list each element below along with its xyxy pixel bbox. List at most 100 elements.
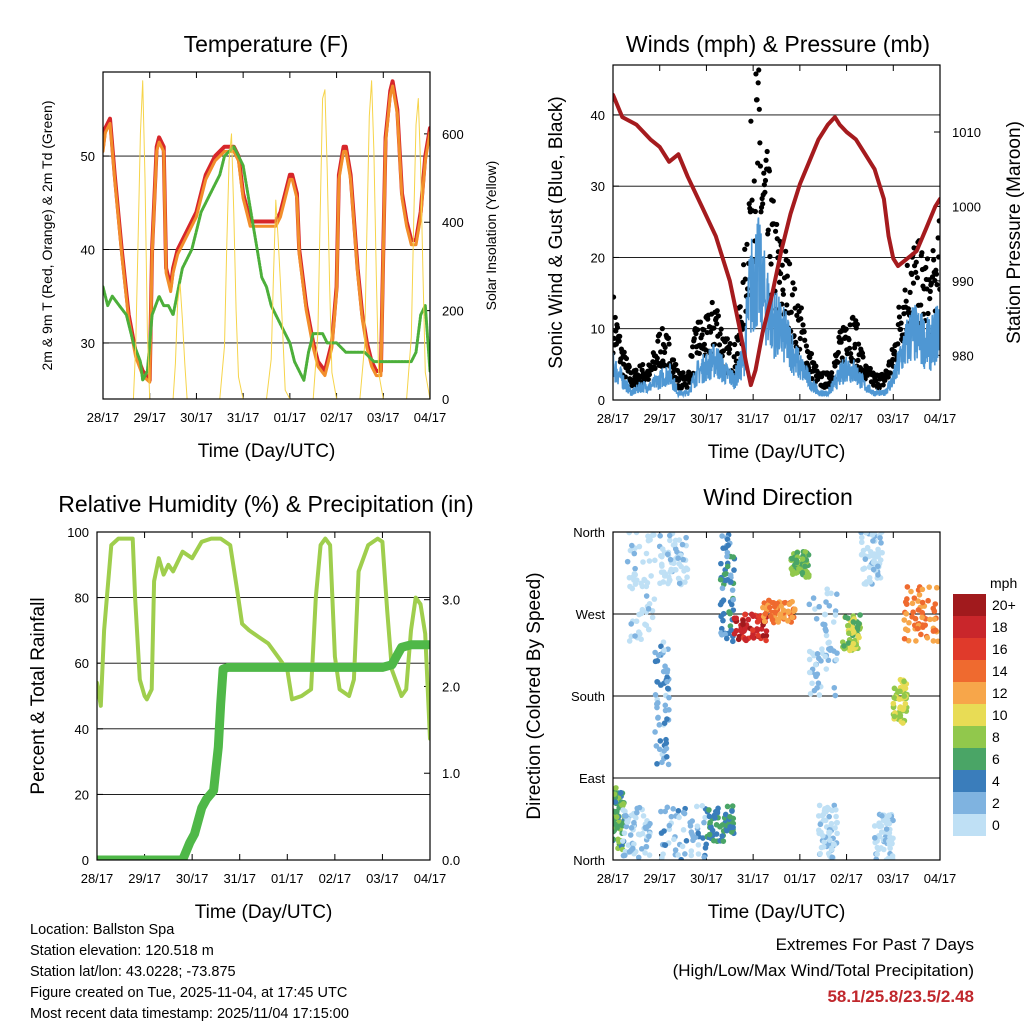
direction-point bbox=[619, 838, 626, 844]
direction-point bbox=[675, 808, 682, 814]
gust-point bbox=[902, 287, 908, 293]
direction-point bbox=[903, 610, 910, 617]
direction-point bbox=[755, 632, 762, 639]
legend-swatch bbox=[953, 660, 986, 682]
direction-point bbox=[854, 624, 861, 631]
direction-point bbox=[651, 596, 658, 602]
direction-point bbox=[628, 825, 635, 831]
xtick-label: 28/17 bbox=[87, 410, 120, 425]
direction-point bbox=[815, 655, 822, 662]
ytick-label: 0 bbox=[598, 393, 605, 408]
direction-point bbox=[661, 842, 668, 848]
direction-point bbox=[834, 819, 840, 826]
legend-label: 20+ bbox=[992, 597, 1016, 613]
gust-point bbox=[714, 321, 720, 327]
legend-swatch bbox=[953, 682, 986, 704]
gust-point bbox=[909, 271, 915, 277]
direction-point bbox=[631, 819, 637, 826]
gust-point bbox=[926, 277, 932, 283]
direction-point bbox=[667, 537, 673, 544]
direction-point bbox=[676, 537, 683, 543]
direction-point bbox=[627, 832, 634, 838]
direction-point bbox=[717, 824, 723, 830]
direction-point bbox=[876, 832, 882, 839]
direction-point bbox=[720, 838, 727, 844]
gust-point bbox=[655, 338, 661, 344]
direction-point bbox=[813, 615, 820, 622]
direction-point bbox=[870, 566, 877, 573]
wind_direction-data bbox=[613, 532, 940, 860]
direction-point bbox=[874, 851, 880, 857]
direction-point bbox=[857, 612, 863, 618]
xtick-label: 01/17 bbox=[271, 871, 304, 886]
direction-point bbox=[675, 555, 681, 562]
direction-point bbox=[688, 848, 695, 854]
9m-t-line bbox=[103, 84, 430, 384]
gust-point bbox=[937, 286, 940, 292]
direction-point bbox=[886, 820, 893, 827]
gust-point bbox=[756, 106, 762, 112]
legend-swatch bbox=[953, 792, 986, 814]
direction-point bbox=[833, 806, 839, 813]
direction-point bbox=[812, 606, 818, 612]
direction-point bbox=[901, 635, 908, 642]
ytick-label: 20 bbox=[591, 250, 605, 265]
direction-point bbox=[614, 814, 620, 820]
direction-point bbox=[652, 557, 658, 564]
direction-point bbox=[927, 616, 933, 623]
direction-point bbox=[643, 843, 650, 850]
y2tick-label: 2.0 bbox=[442, 679, 460, 694]
direction-point bbox=[700, 835, 706, 841]
direction-point bbox=[666, 694, 672, 701]
direction-point bbox=[662, 702, 669, 709]
direction-point bbox=[933, 584, 940, 591]
gust-point bbox=[645, 376, 651, 382]
wind_direction-panel: Wind Direction North East South West North 28/… bbox=[524, 484, 1017, 923]
gust-point bbox=[756, 67, 762, 73]
direction-point bbox=[733, 615, 739, 621]
xtick-label: 01/17 bbox=[274, 410, 307, 425]
gust-point bbox=[780, 291, 787, 297]
direction-point bbox=[672, 541, 678, 548]
xtick-label: 02/17 bbox=[320, 410, 353, 425]
gust-point bbox=[616, 338, 622, 344]
gust-point bbox=[705, 316, 711, 322]
gust-point bbox=[918, 302, 924, 308]
ytick-label: 20 bbox=[75, 787, 89, 802]
gust-point bbox=[835, 359, 841, 365]
direction-point bbox=[932, 601, 939, 607]
gust-point bbox=[876, 385, 882, 391]
direction-point bbox=[684, 574, 690, 580]
winds-xlabel: Time (Day/UTC) bbox=[708, 442, 846, 463]
direction-point bbox=[633, 618, 640, 625]
direction-point bbox=[821, 839, 827, 845]
direction-point bbox=[903, 601, 910, 607]
direction-point bbox=[832, 612, 839, 618]
gust-point bbox=[613, 314, 618, 321]
gust-point bbox=[832, 363, 838, 369]
direction-point bbox=[640, 813, 647, 819]
gust-point bbox=[757, 140, 763, 146]
direction-point bbox=[730, 596, 737, 603]
winds-panel: Winds (mph) & Pressure (mb) 0 10 20 30 40 980 9… bbox=[546, 31, 1024, 463]
direction-point bbox=[623, 823, 630, 830]
direction-point bbox=[806, 601, 813, 608]
gust-point bbox=[774, 221, 780, 228]
direction-point bbox=[749, 627, 756, 633]
direction-point bbox=[729, 587, 736, 593]
direction-point bbox=[750, 613, 756, 620]
direction-point bbox=[875, 563, 881, 570]
direction-point bbox=[628, 621, 635, 627]
direction-point bbox=[875, 572, 881, 578]
direction-point bbox=[778, 603, 785, 609]
legend-swatch bbox=[953, 814, 986, 836]
y2tick-label: 3.0 bbox=[442, 593, 460, 608]
direction-point bbox=[781, 614, 787, 621]
direction-point bbox=[731, 631, 738, 637]
direction-point bbox=[718, 560, 724, 567]
gust-point bbox=[652, 365, 658, 372]
ytick-label: 100 bbox=[67, 525, 89, 540]
gust-point bbox=[923, 264, 929, 271]
direction-point bbox=[820, 811, 827, 818]
y2tick-label: 1.0 bbox=[442, 766, 460, 781]
